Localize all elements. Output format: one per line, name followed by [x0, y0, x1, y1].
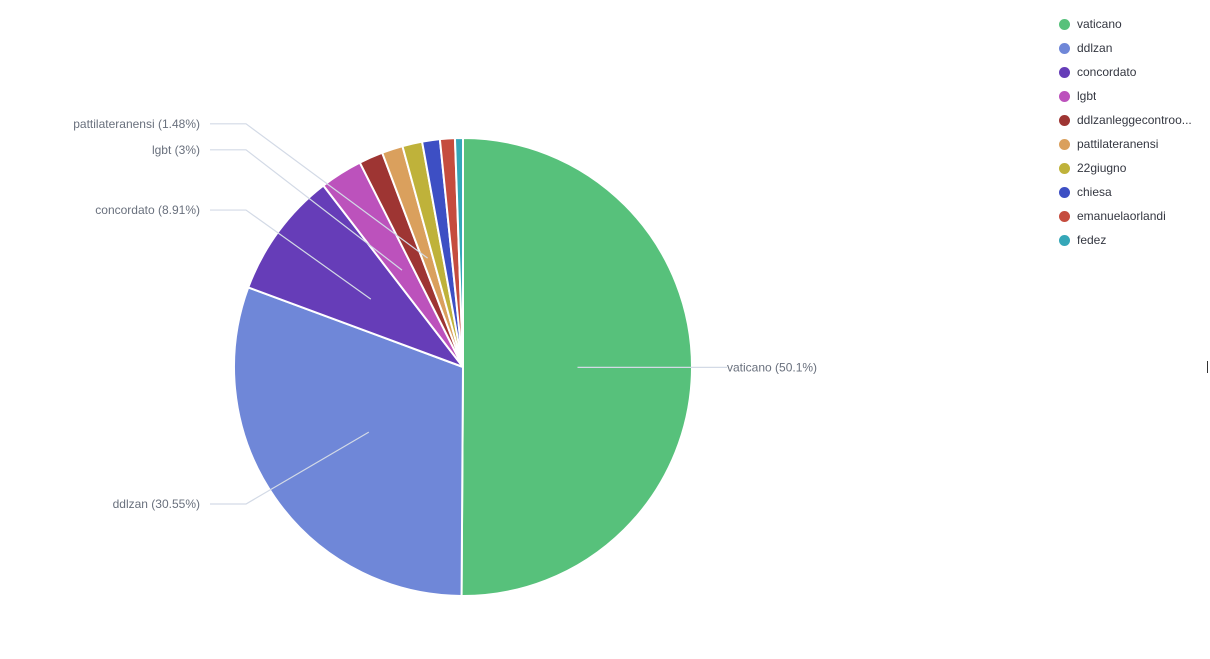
legend-label: chiesa — [1077, 185, 1112, 199]
legend-swatch — [1059, 162, 1070, 174]
legend-swatch — [1059, 90, 1070, 102]
legend-item[interactable]: 22giugno — [1059, 156, 1210, 180]
legend-swatch — [1059, 114, 1070, 126]
legend-item[interactable]: ddlzan — [1059, 36, 1210, 60]
legend-label: ddlzan — [1077, 41, 1113, 55]
slice-label: pattilateranensi (1.48%) — [73, 117, 200, 131]
legend-item[interactable]: lgbt — [1059, 84, 1210, 108]
legend-label: ddlzanleggecontroo... — [1077, 113, 1192, 127]
pie-slice-ddlzan[interactable] — [233, 286, 464, 597]
legend-item[interactable]: fedez — [1059, 228, 1210, 252]
slice-labels: vaticano (50.1%) pattilateranensi (1.48%)… — [73, 117, 817, 511]
pie-slice-fedez[interactable] — [453, 137, 464, 368]
leader-line — [210, 123, 428, 259]
legend-swatch — [1059, 234, 1070, 246]
legend-swatch — [1059, 138, 1070, 150]
slice-label: lgbt (3%) — [152, 143, 200, 157]
legend-item[interactable]: vaticano — [1059, 12, 1210, 36]
legend-swatch — [1059, 66, 1070, 78]
legend-item[interactable]: ddlzanleggecontroo... — [1059, 108, 1210, 132]
legend-label: vaticano — [1077, 17, 1122, 31]
legend-swatch — [1059, 210, 1070, 222]
leader-line — [210, 431, 370, 505]
legend: vaticano ddlzan concordato lgbt ddlzanleggec… — [1059, 12, 1210, 252]
legend-label: fedez — [1077, 233, 1107, 247]
pie-slices — [233, 137, 694, 597]
legend-swatch — [1059, 186, 1070, 198]
legend-label: emanuelaorlandi — [1077, 209, 1166, 223]
legend-item[interactable]: pattilateranensi — [1059, 132, 1210, 156]
legend-label: pattilateranensi — [1077, 137, 1159, 151]
slice-label: vaticano (50.1%) — [727, 360, 817, 374]
legend-swatch — [1059, 18, 1070, 30]
pie-slice-concordato[interactable] — [247, 184, 464, 368]
legend-label: lgbt — [1077, 89, 1097, 103]
slice-label: concordato (8.91%) — [95, 203, 200, 217]
leader-line — [210, 149, 403, 271]
legend-item[interactable]: concordato — [1059, 60, 1210, 84]
slice-label: ddlzan (30.55%) — [113, 497, 200, 511]
legend-label: 22giugno — [1077, 161, 1127, 175]
legend-swatch — [1059, 42, 1070, 54]
legend-label: concordato — [1077, 65, 1137, 79]
legend-item[interactable]: chiesa — [1059, 180, 1210, 204]
text-cursor — [1207, 361, 1208, 373]
legend-item[interactable]: emanuelaorlandi — [1059, 204, 1210, 228]
leader-line — [210, 209, 372, 300]
